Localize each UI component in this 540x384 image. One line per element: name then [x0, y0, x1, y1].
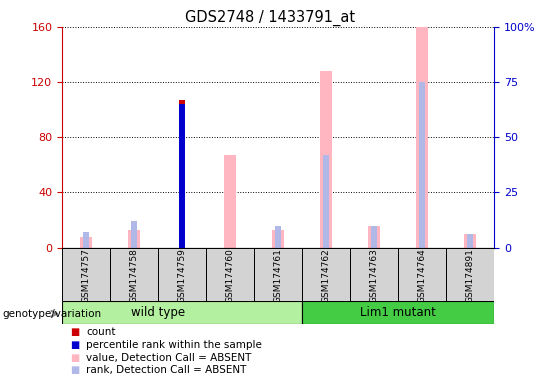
Text: GDS2748 / 1433791_at: GDS2748 / 1433791_at [185, 10, 355, 26]
Text: ■: ■ [70, 327, 79, 337]
Bar [275, 226, 281, 248]
Bar [83, 232, 89, 248]
Bar [80, 237, 92, 248]
Bar [323, 155, 329, 248]
Bar [371, 226, 377, 248]
Text: rank, Detection Call = ABSENT: rank, Detection Call = ABSENT [86, 365, 247, 375]
Bar [131, 221, 137, 248]
Text: value, Detection Call = ABSENT: value, Detection Call = ABSENT [86, 353, 252, 362]
Text: wild type: wild type [131, 306, 185, 319]
Text: GSM174760: GSM174760 [226, 248, 234, 303]
Bar [272, 230, 284, 248]
Bar [302, 248, 350, 301]
Text: GSM174762: GSM174762 [322, 248, 330, 303]
Bar [128, 230, 140, 248]
Bar [62, 301, 302, 324]
Text: ■: ■ [70, 353, 79, 362]
Text: GSM174891: GSM174891 [465, 248, 475, 303]
Bar [419, 82, 425, 248]
Bar [320, 71, 332, 248]
Bar [254, 248, 302, 301]
Bar [224, 155, 236, 248]
Bar [350, 248, 398, 301]
Bar [110, 248, 158, 301]
Text: GSM174759: GSM174759 [178, 248, 187, 303]
Text: count: count [86, 327, 116, 337]
Bar [398, 248, 446, 301]
Bar [416, 0, 428, 248]
Bar [158, 248, 206, 301]
Text: ■: ■ [70, 340, 79, 350]
Text: Lim1 mutant: Lim1 mutant [360, 306, 436, 319]
Text: GSM174757: GSM174757 [82, 248, 91, 303]
Text: GSM174764: GSM174764 [417, 248, 427, 303]
Bar [467, 234, 473, 248]
Text: ■: ■ [70, 365, 79, 375]
Bar [179, 100, 185, 248]
Bar [62, 248, 110, 301]
Bar [206, 248, 254, 301]
Text: genotype/variation: genotype/variation [3, 309, 102, 319]
Text: GSM174758: GSM174758 [130, 248, 139, 303]
Bar [446, 248, 494, 301]
Text: GSM174763: GSM174763 [369, 248, 379, 303]
Bar [179, 104, 185, 248]
Text: percentile rank within the sample: percentile rank within the sample [86, 340, 262, 350]
Bar [302, 301, 494, 324]
Bar [464, 234, 476, 248]
Bar [368, 226, 380, 248]
Text: GSM174761: GSM174761 [274, 248, 282, 303]
